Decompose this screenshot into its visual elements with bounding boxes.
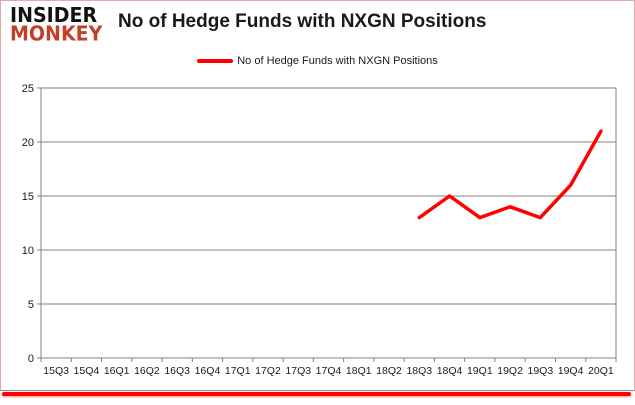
x-tick-label: 17Q4 [316, 365, 342, 377]
x-tick-label: 19Q2 [497, 365, 523, 377]
x-tick-label: 16Q2 [134, 365, 160, 377]
x-tick-label: 17Q2 [255, 365, 281, 377]
y-tick-label: 0 [28, 353, 34, 365]
insider-monkey-logo: INSIDER MONKEY [10, 3, 103, 46]
x-tick-label: 18Q1 [346, 365, 372, 377]
x-tick-label: 17Q1 [225, 365, 251, 377]
x-tick-label: 18Q3 [406, 365, 432, 377]
x-tick-label: 19Q3 [527, 365, 553, 377]
x-tick-label: 15Q4 [74, 365, 100, 377]
legend-label: No of Hedge Funds with NXGN Positions [237, 55, 438, 67]
chart-title: No of Hedge Funds with NXGN Positions [118, 11, 487, 32]
x-tick-label: 19Q4 [558, 365, 584, 377]
x-tick-label: 15Q3 [43, 365, 69, 377]
x-tick-label: 18Q4 [437, 365, 463, 377]
x-tick-label: 16Q1 [104, 365, 130, 377]
x-tick-label: 16Q4 [195, 365, 221, 377]
x-tick-label: 16Q3 [164, 365, 190, 377]
legend-line-swatch [197, 59, 234, 63]
x-tick-label: 17Q3 [285, 365, 311, 377]
line-chart-plot: 0 5 10 15 20 25 15Q3 15Q4 16Q1 16Q2 16Q3 16Q4 17Q1 17… [22, 83, 617, 377]
logo-line-insider: INSIDER [10, 3, 98, 28]
x-tick-label: 20Q1 [588, 365, 614, 377]
data-line-series [417, 129, 603, 220]
y-tick-label: 10 [22, 245, 34, 257]
y-tick-label: 20 [22, 137, 34, 149]
legend: No of Hedge Funds with NXGN Positions [0, 55, 635, 67]
y-tick-label: 25 [22, 83, 34, 95]
y-tick-label: 15 [22, 191, 34, 203]
y-tick-label: 5 [28, 299, 34, 311]
red-divider-rule [2, 392, 631, 396]
x-tick-label: 19Q1 [467, 365, 493, 377]
x-tick-label: 18Q2 [376, 365, 402, 377]
logo-line-monkey: MONKEY [10, 22, 103, 46]
